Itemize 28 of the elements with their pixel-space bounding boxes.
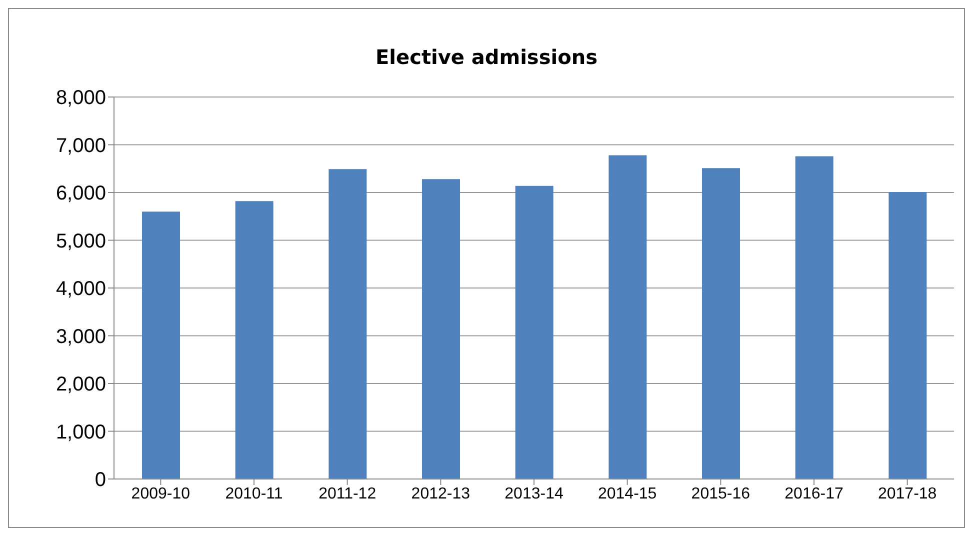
bar	[795, 156, 834, 479]
bar	[142, 212, 180, 479]
y-tick-label: 6,000	[56, 182, 106, 205]
y-tick-label: 0	[94, 469, 106, 492]
y-tick-label: 3,000	[56, 326, 106, 348]
bar	[608, 155, 647, 479]
y-tick-label: 8,000	[56, 87, 106, 110]
x-tick-label: 2014-15	[598, 485, 657, 502]
y-tick-label: 2,000	[56, 374, 106, 396]
x-tick-label: 2011-12	[318, 485, 376, 502]
y-tick-label: 1,000	[56, 421, 106, 444]
y-tick-label: 4,000	[56, 278, 106, 300]
x-tick-label: 2017-18	[878, 485, 937, 502]
x-tick-label: 2010-11	[225, 485, 283, 502]
x-tick-label: 2009-10	[131, 485, 190, 502]
y-tick-label: 5,000	[56, 230, 106, 252]
bar	[328, 169, 367, 479]
bar	[888, 192, 927, 479]
chart-title: Elective admissions	[374, 44, 598, 71]
x-tick-label: 2016-17	[784, 485, 844, 502]
x-tick-label: 2012-13	[411, 485, 470, 502]
bar	[422, 179, 460, 479]
bar	[235, 201, 274, 479]
x-tick-label: 2013-14	[504, 485, 564, 502]
x-tick-label: 2015-16	[691, 485, 750, 502]
bar	[515, 186, 554, 479]
y-tick-label: 7,000	[56, 134, 106, 157]
bar	[702, 168, 740, 479]
